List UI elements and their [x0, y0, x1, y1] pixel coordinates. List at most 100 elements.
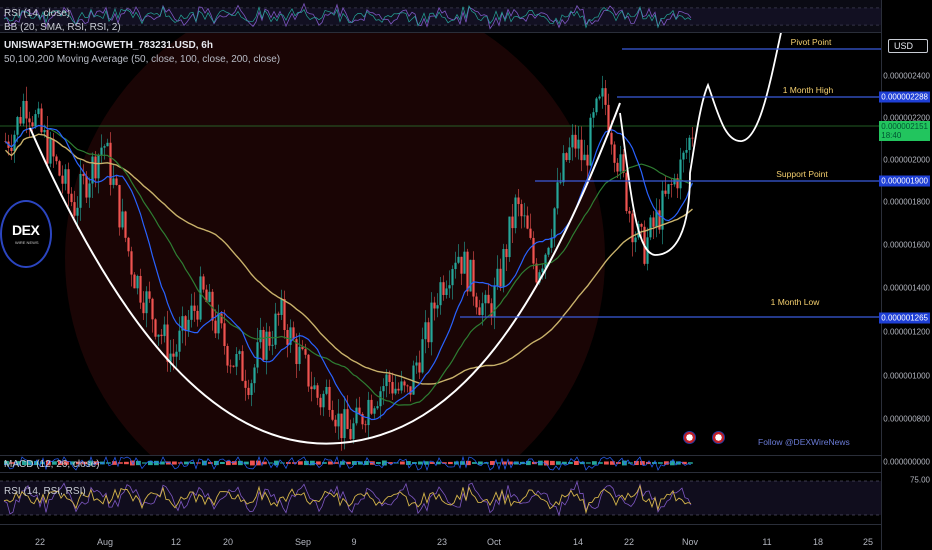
- candle: [457, 256, 460, 263]
- candle: [460, 256, 463, 274]
- candle: [151, 298, 154, 320]
- candle: [148, 291, 151, 299]
- price-axis[interactable]: USD 0.000002400 0.000002288 0.000002200 …: [879, 0, 932, 550]
- macd-bar: [682, 461, 687, 465]
- date-tick: Nov: [681, 537, 699, 547]
- candle: [364, 424, 367, 426]
- candle: [199, 276, 202, 320]
- candle: [70, 193, 73, 203]
- candle: [184, 316, 187, 331]
- candle: [241, 351, 244, 381]
- macd-bar: [58, 460, 63, 466]
- currency-button[interactable]: USD: [888, 39, 928, 53]
- candle: [295, 339, 298, 365]
- candle: [523, 215, 526, 217]
- candle: [319, 397, 322, 408]
- candle: [562, 153, 565, 183]
- candle: [685, 150, 688, 153]
- macd-bar: [604, 461, 609, 465]
- candle: [289, 327, 292, 345]
- candle: [502, 248, 505, 287]
- macd-bar: [550, 460, 555, 466]
- candle: [385, 374, 388, 387]
- candle: [406, 385, 409, 387]
- candle: [265, 331, 268, 360]
- price-chart[interactable]: [0, 33, 882, 455]
- candle: [499, 268, 502, 287]
- candle: [691, 137, 694, 139]
- candle: [79, 173, 82, 208]
- candle: [298, 346, 301, 365]
- date-tick: Oct: [486, 537, 502, 547]
- top-bb-label: BB (20, SMA, RSI, RSI, 2): [4, 22, 121, 33]
- macd-bar: [508, 461, 513, 465]
- macd-bar: [466, 460, 471, 466]
- candle: [28, 118, 31, 123]
- candle: [169, 353, 172, 362]
- macd-bar: [238, 460, 243, 466]
- candle: [598, 96, 601, 99]
- candle: [661, 190, 664, 230]
- candle: [556, 182, 559, 209]
- news-flag-icon[interactable]: [683, 431, 696, 444]
- macd-bar: [4, 460, 9, 466]
- candle: [511, 216, 514, 229]
- candle: [472, 259, 475, 297]
- candle: [82, 173, 85, 176]
- candle: [115, 178, 118, 186]
- candle: [664, 190, 667, 194]
- macd-bar: [562, 461, 567, 465]
- candle: [496, 268, 499, 287]
- macd-bar: [688, 462, 693, 464]
- macd-bar: [436, 461, 441, 465]
- candle: [658, 210, 661, 230]
- news-flag-icon[interactable]: [712, 431, 725, 444]
- price-tick: 0.000002200: [883, 113, 930, 123]
- macd-bar: [208, 462, 213, 464]
- candle: [682, 152, 685, 160]
- macd-bar: [226, 460, 231, 466]
- macd-bar: [376, 462, 381, 464]
- macd-bar: [496, 462, 501, 464]
- date-tick: 23: [436, 537, 448, 547]
- candle: [55, 156, 58, 162]
- macd-bar: [676, 461, 681, 465]
- candle: [421, 339, 424, 373]
- candle: [475, 296, 478, 308]
- candle: [322, 393, 325, 408]
- price-tick: 0.000001400: [883, 283, 930, 293]
- date-tick: Sep: [294, 537, 312, 547]
- macd-bar: [364, 461, 369, 465]
- macd-bar: [34, 460, 39, 466]
- macd-bar: [670, 460, 675, 466]
- date-tick: 11: [762, 537, 772, 547]
- date-tick: 18: [812, 537, 824, 547]
- macd-bar: [82, 461, 87, 465]
- candle: [145, 291, 148, 314]
- macd-bar: [526, 460, 531, 466]
- candle: [40, 108, 43, 133]
- macd-bar: [514, 461, 519, 465]
- candle: [112, 178, 115, 185]
- candle: [634, 237, 637, 243]
- candle: [640, 223, 643, 227]
- macd-bar: [214, 460, 219, 466]
- candle: [124, 211, 127, 238]
- candle: [547, 247, 550, 255]
- candle: [442, 282, 445, 295]
- month-high-label: 1 Month High: [782, 85, 834, 95]
- candle: [310, 386, 313, 390]
- price-tick: 0.000001200: [883, 327, 930, 337]
- handle-drawing: [619, 33, 782, 256]
- candle: [652, 217, 655, 227]
- symbol-title: UNISWAP3ETH:MOGWETH_783231.USD, 6h: [4, 40, 213, 51]
- candle: [286, 329, 289, 345]
- candle: [253, 367, 256, 384]
- moving-average-label: 50,100,200 Moving Average (50, close, 10…: [4, 54, 281, 65]
- candle: [220, 313, 223, 324]
- candle: [532, 237, 535, 264]
- candle: [16, 117, 19, 135]
- macd-bar: [88, 460, 93, 466]
- support-price-tag: 0.000001900: [879, 175, 930, 187]
- candle: [22, 100, 25, 124]
